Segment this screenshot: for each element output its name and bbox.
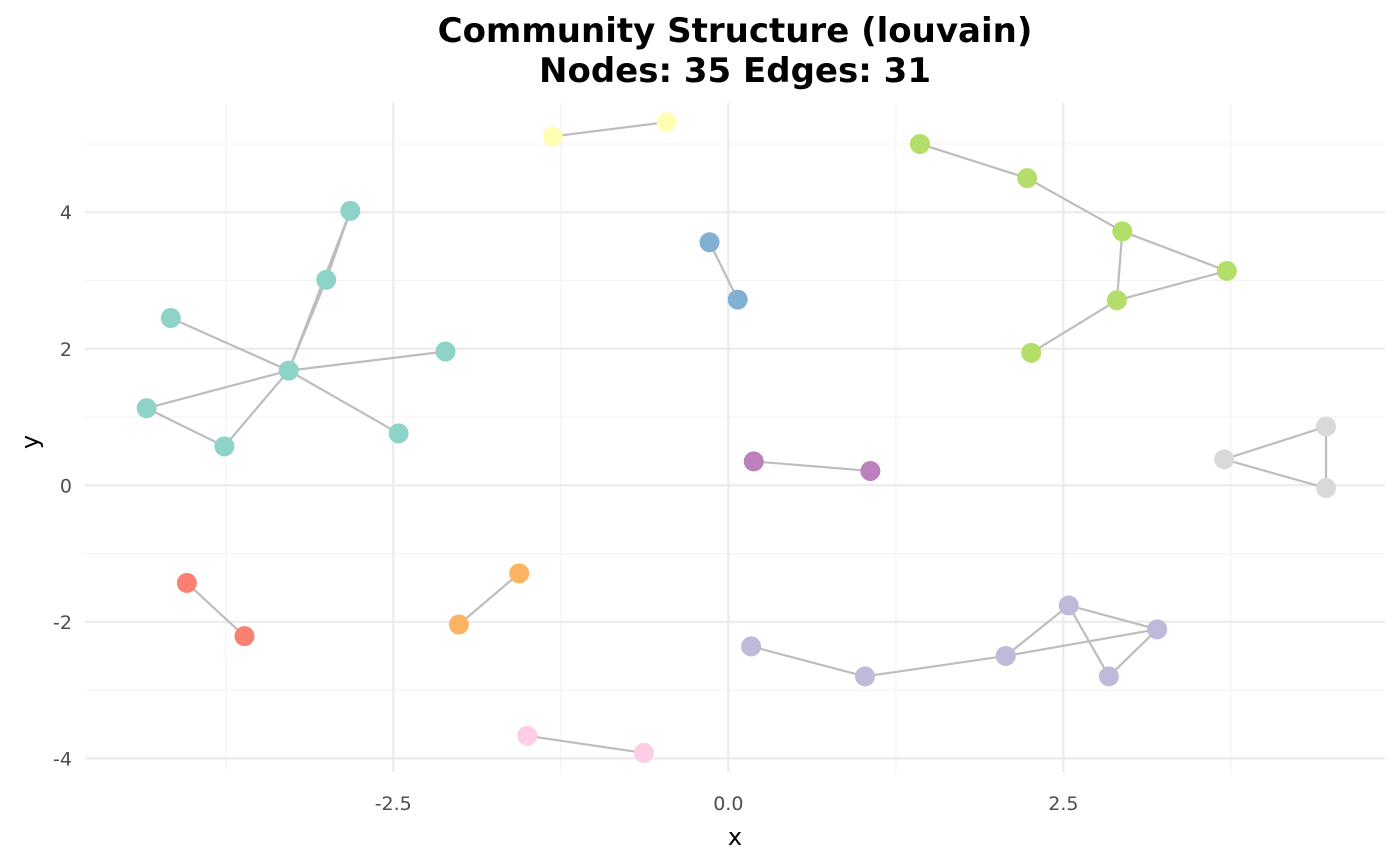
network-edge <box>1115 231 1124 301</box>
network-node <box>176 572 197 593</box>
network-edge <box>458 572 520 626</box>
network-edge <box>864 654 1006 678</box>
network-edge <box>146 407 225 448</box>
network-edge <box>325 210 352 281</box>
network-edge <box>1030 299 1118 354</box>
y-tick-label: 2 <box>60 339 72 361</box>
network-node <box>995 645 1016 666</box>
x-tick-labels: -2.5 0.0 2.5 <box>375 793 1079 815</box>
y-axis-label: y <box>16 435 44 449</box>
network-edge <box>1223 458 1327 490</box>
network-node <box>1021 342 1042 363</box>
network-node <box>1214 449 1235 470</box>
nodes-layer <box>136 112 1337 763</box>
minor-gridlines <box>85 103 1385 772</box>
network-edge <box>1068 604 1158 631</box>
network-node <box>234 626 255 647</box>
network-node <box>517 725 538 746</box>
network-edge <box>288 369 400 435</box>
y-tick-label: 4 <box>60 202 72 224</box>
network-node <box>743 451 764 472</box>
network-edge <box>919 142 1028 180</box>
network-edge <box>1223 425 1327 461</box>
network-edge <box>223 369 290 448</box>
network-edge <box>1067 604 1110 677</box>
network-node <box>1112 221 1133 242</box>
network-node <box>860 460 881 481</box>
network-node <box>727 289 748 310</box>
network-edge <box>287 279 328 372</box>
network-edge <box>1005 628 1158 658</box>
network-node <box>633 742 654 763</box>
network-node <box>1316 416 1337 437</box>
y-tick-labels: -4 -2 0 2 4 <box>53 202 72 770</box>
network-edge <box>1026 177 1123 233</box>
network-edge <box>1121 230 1228 272</box>
y-tick-label: -2 <box>53 612 72 634</box>
network-node <box>656 112 677 133</box>
network-edge <box>750 645 866 678</box>
chart-title-line1: Community Structure (louvain) <box>438 11 1033 51</box>
network-edge <box>1005 604 1070 657</box>
network-node <box>542 126 563 147</box>
network-node <box>909 133 930 154</box>
network-node <box>214 436 235 457</box>
network-edge <box>708 241 739 301</box>
network-node <box>741 636 762 657</box>
x-tick-label: -2.5 <box>375 793 412 815</box>
network-edge <box>288 350 446 372</box>
network-edge <box>753 460 871 473</box>
network-node <box>1058 595 1079 616</box>
network-node <box>1017 168 1038 189</box>
network-node <box>278 360 299 381</box>
network-edge <box>186 582 246 637</box>
network-edge <box>1108 628 1158 678</box>
chart-title-line2: Nodes: 35 Edges: 31 <box>539 51 931 91</box>
network-node <box>1147 619 1168 640</box>
network-edge <box>552 121 667 138</box>
x-axis-label: x <box>728 823 742 851</box>
y-tick-label: -4 <box>53 748 72 770</box>
network-edge <box>170 317 290 372</box>
network-node <box>1106 290 1127 311</box>
network-node <box>340 200 361 221</box>
major-gridlines <box>85 103 1385 772</box>
network-node <box>1216 260 1237 281</box>
network-node <box>1316 478 1337 499</box>
network-node <box>316 269 337 290</box>
network-node <box>699 232 720 253</box>
network-node <box>509 563 530 584</box>
network-node <box>136 398 157 419</box>
edges-layer <box>146 121 1328 754</box>
network-node <box>435 341 456 362</box>
network-edge <box>527 734 645 754</box>
network-node <box>448 614 469 635</box>
network-node <box>388 423 409 444</box>
x-tick-label: 0.0 <box>713 793 743 815</box>
y-tick-label: 0 <box>60 475 72 497</box>
network-node <box>160 308 181 329</box>
x-tick-label: 2.5 <box>1048 793 1078 815</box>
network-edge <box>1116 269 1228 302</box>
network-edge <box>146 369 289 410</box>
network-node <box>855 666 875 687</box>
network-node <box>1098 666 1119 687</box>
